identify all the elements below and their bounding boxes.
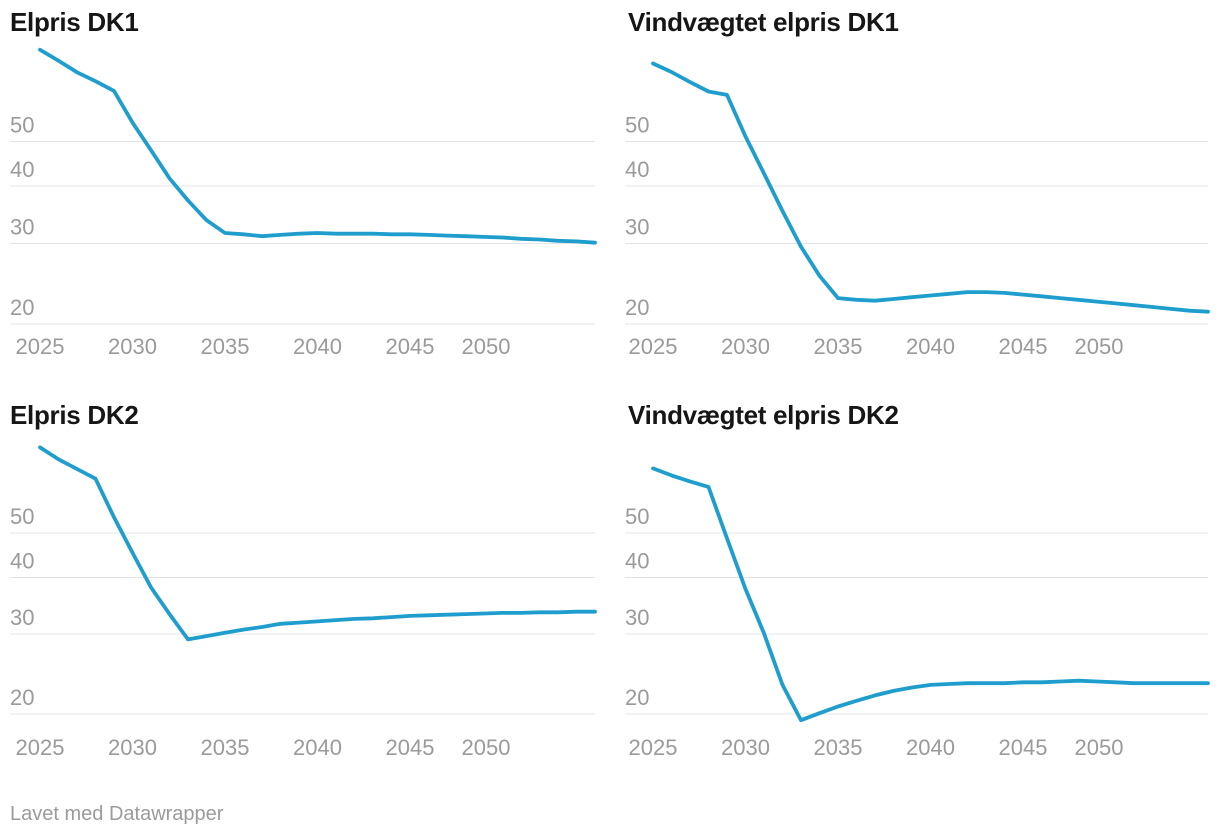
y-tick-label: 50 [10,113,34,138]
chart-title: Elpris DK1 [10,7,139,37]
x-tick-label: 2040 [293,334,342,359]
chart-vindvaegtet-elpris-dk1: Vindvægtet elpris DK1 50 40 30 20 2025 2030 20… [618,0,1220,390]
x-tick-label: 2045 [386,735,435,760]
x-tick-label: 2025 [629,334,678,359]
price-line [38,445,597,642]
x-tick-label: 2040 [906,735,955,760]
x-tick-label: 2045 [999,735,1048,760]
y-tick-label: 30 [10,605,34,630]
x-tick-label: 2050 [1075,334,1124,359]
y-tick-label: 40 [10,157,34,182]
price-line [38,47,597,245]
x-tick-label: 2030 [108,735,157,760]
y-tick-label: 40 [625,157,649,182]
chart-elpris-dk2: Elpris DK2 50 40 30 20 2025 2030 2035 2040 2045 2… [0,393,610,783]
datawrapper-credit-link[interactable]: Lavet med Datawrapper [10,803,224,825]
plot-area-elpris-dk1: 50 40 30 20 2025 2030 2035 2040 2045 2050 [10,47,597,359]
price-line [651,61,1210,314]
x-tick-label: 2030 [108,334,157,359]
y-tick-label: 40 [625,548,649,573]
attribution-line: Lavet med Datawrapper [10,802,223,826]
plot-area-vindvaegtet-elpris-dk2: 50 40 30 20 2025 2030 2035 2040 2045 2050 [625,466,1210,760]
x-tick-label: 2035 [201,735,250,760]
y-tick-label: 20 [625,685,649,710]
x-tick-label: 2030 [721,334,770,359]
y-tick-label: 20 [10,685,34,710]
x-tick-label: 2025 [629,735,678,760]
chart-title: Vindvægtet elpris DK2 [628,400,899,430]
y-tick-label: 30 [625,214,649,239]
x-tick-label: 2040 [906,334,955,359]
y-tick-label: 30 [10,214,34,239]
y-tick-label: 50 [625,113,649,138]
y-tick-label: 20 [10,295,34,320]
x-tick-label: 2050 [1075,735,1124,760]
x-tick-label: 2045 [999,334,1048,359]
x-tick-label: 2035 [201,334,250,359]
y-tick-label: 30 [625,605,649,630]
y-tick-label: 50 [625,504,649,529]
x-tick-label: 2040 [293,735,342,760]
plot-area-vindvaegtet-elpris-dk1: 50 40 30 20 2025 2030 2035 2040 2045 2050 [625,61,1210,359]
x-tick-label: 2035 [814,735,863,760]
x-tick-label: 2030 [721,735,770,760]
chart-title: Vindvægtet elpris DK1 [628,7,899,37]
y-tick-label: 20 [625,295,649,320]
chart-title: Elpris DK2 [10,400,139,430]
chart-elpris-dk1: Elpris DK1 50 40 30 20 2025 2030 2035 2040 2045 2… [0,0,610,390]
chart-vindvaegtet-elpris-dk2: Vindvægtet elpris DK2 50 40 30 20 2025 2030 20… [618,393,1220,783]
x-tick-label: 2035 [814,334,863,359]
x-tick-label: 2025 [16,735,65,760]
y-tick-label: 40 [10,548,34,573]
y-tick-label: 50 [10,504,34,529]
x-tick-label: 2045 [386,334,435,359]
plot-area-elpris-dk2: 50 40 30 20 2025 2030 2035 2040 2045 2050 [10,445,597,760]
x-tick-label: 2050 [462,334,511,359]
x-tick-label: 2050 [462,735,511,760]
price-line [651,466,1210,723]
x-tick-label: 2025 [16,334,65,359]
